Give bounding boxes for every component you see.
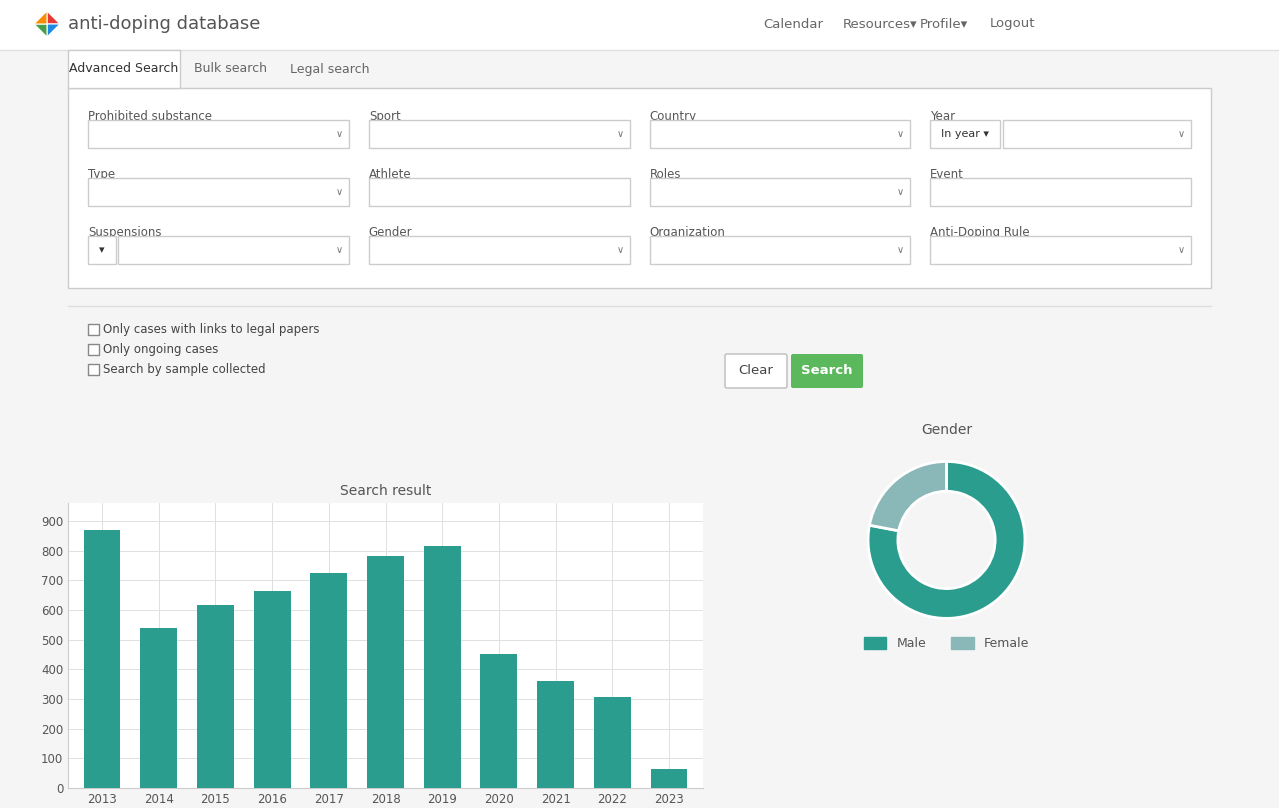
FancyBboxPatch shape: [368, 236, 629, 264]
Text: Clear: Clear: [738, 364, 774, 377]
Text: ∨: ∨: [616, 245, 623, 255]
Bar: [593, 697, 631, 788]
Bar: [197, 605, 234, 788]
FancyBboxPatch shape: [930, 120, 1000, 148]
FancyBboxPatch shape: [88, 178, 349, 206]
Bar: [141, 628, 177, 788]
Text: Advanced Search: Advanced Search: [69, 62, 179, 75]
Text: Roles: Roles: [650, 168, 680, 181]
Text: Anti-Doping Rule: Anti-Doping Rule: [930, 226, 1030, 239]
Bar: [537, 680, 574, 788]
FancyBboxPatch shape: [88, 344, 98, 355]
FancyBboxPatch shape: [68, 50, 180, 88]
Text: Only cases with links to legal papers: Only cases with links to legal papers: [104, 322, 320, 335]
Text: Suspensions: Suspensions: [88, 226, 161, 239]
Text: ∨: ∨: [335, 129, 343, 139]
FancyBboxPatch shape: [88, 120, 349, 148]
Text: ∨: ∨: [335, 245, 343, 255]
Text: Resources▾: Resources▾: [843, 18, 917, 31]
FancyBboxPatch shape: [88, 324, 98, 335]
FancyBboxPatch shape: [650, 236, 911, 264]
Bar: [481, 654, 517, 788]
FancyBboxPatch shape: [88, 236, 116, 264]
FancyBboxPatch shape: [930, 236, 1191, 264]
FancyBboxPatch shape: [1003, 120, 1191, 148]
Title: Gender: Gender: [921, 423, 972, 436]
Text: Event: Event: [930, 168, 964, 181]
FancyBboxPatch shape: [790, 354, 863, 388]
FancyBboxPatch shape: [650, 178, 911, 206]
Text: Sport: Sport: [368, 110, 400, 123]
Bar: [651, 768, 687, 788]
Text: Bulk search: Bulk search: [193, 62, 266, 75]
Text: Profile▾: Profile▾: [920, 18, 968, 31]
Text: Gender: Gender: [368, 226, 412, 239]
Text: Calendar: Calendar: [764, 18, 822, 31]
Text: Search by sample collected: Search by sample collected: [104, 363, 266, 376]
Text: In year ▾: In year ▾: [941, 129, 989, 139]
Title: Search result: Search result: [340, 484, 431, 498]
FancyBboxPatch shape: [0, 0, 1279, 50]
Text: ∨: ∨: [897, 245, 904, 255]
Text: ∨: ∨: [1178, 129, 1186, 139]
FancyBboxPatch shape: [118, 236, 349, 264]
Bar: [423, 546, 460, 788]
Wedge shape: [868, 461, 1024, 618]
Bar: [311, 573, 347, 788]
Text: Logout: Logout: [990, 18, 1036, 31]
Text: ∨: ∨: [1178, 245, 1186, 255]
Text: ∨: ∨: [897, 187, 904, 197]
Polygon shape: [47, 24, 60, 37]
Text: Legal search: Legal search: [290, 62, 370, 75]
Text: Country: Country: [650, 110, 697, 123]
Text: Year: Year: [930, 110, 955, 123]
Text: Athlete: Athlete: [368, 168, 412, 181]
Text: Prohibited substance: Prohibited substance: [88, 110, 212, 123]
Text: anti-doping database: anti-doping database: [68, 15, 261, 33]
Polygon shape: [35, 11, 47, 24]
Text: ▾: ▾: [100, 245, 105, 255]
Text: ∨: ∨: [616, 129, 623, 139]
FancyBboxPatch shape: [68, 88, 1211, 288]
Wedge shape: [870, 461, 946, 531]
Bar: [367, 557, 404, 788]
FancyBboxPatch shape: [650, 120, 911, 148]
Text: ∨: ∨: [897, 129, 904, 139]
FancyBboxPatch shape: [368, 178, 629, 206]
Polygon shape: [35, 24, 47, 37]
FancyBboxPatch shape: [930, 178, 1191, 206]
Legend: Male, Female: Male, Female: [859, 633, 1033, 655]
FancyBboxPatch shape: [368, 120, 629, 148]
Bar: [253, 591, 290, 788]
Polygon shape: [47, 11, 60, 24]
Text: Type: Type: [88, 168, 115, 181]
Bar: [83, 530, 120, 788]
FancyBboxPatch shape: [725, 354, 787, 388]
FancyBboxPatch shape: [88, 364, 98, 375]
Text: Only ongoing cases: Only ongoing cases: [104, 343, 219, 356]
Text: ∨: ∨: [335, 187, 343, 197]
Text: Organization: Organization: [650, 226, 725, 239]
Text: Search: Search: [801, 364, 853, 377]
